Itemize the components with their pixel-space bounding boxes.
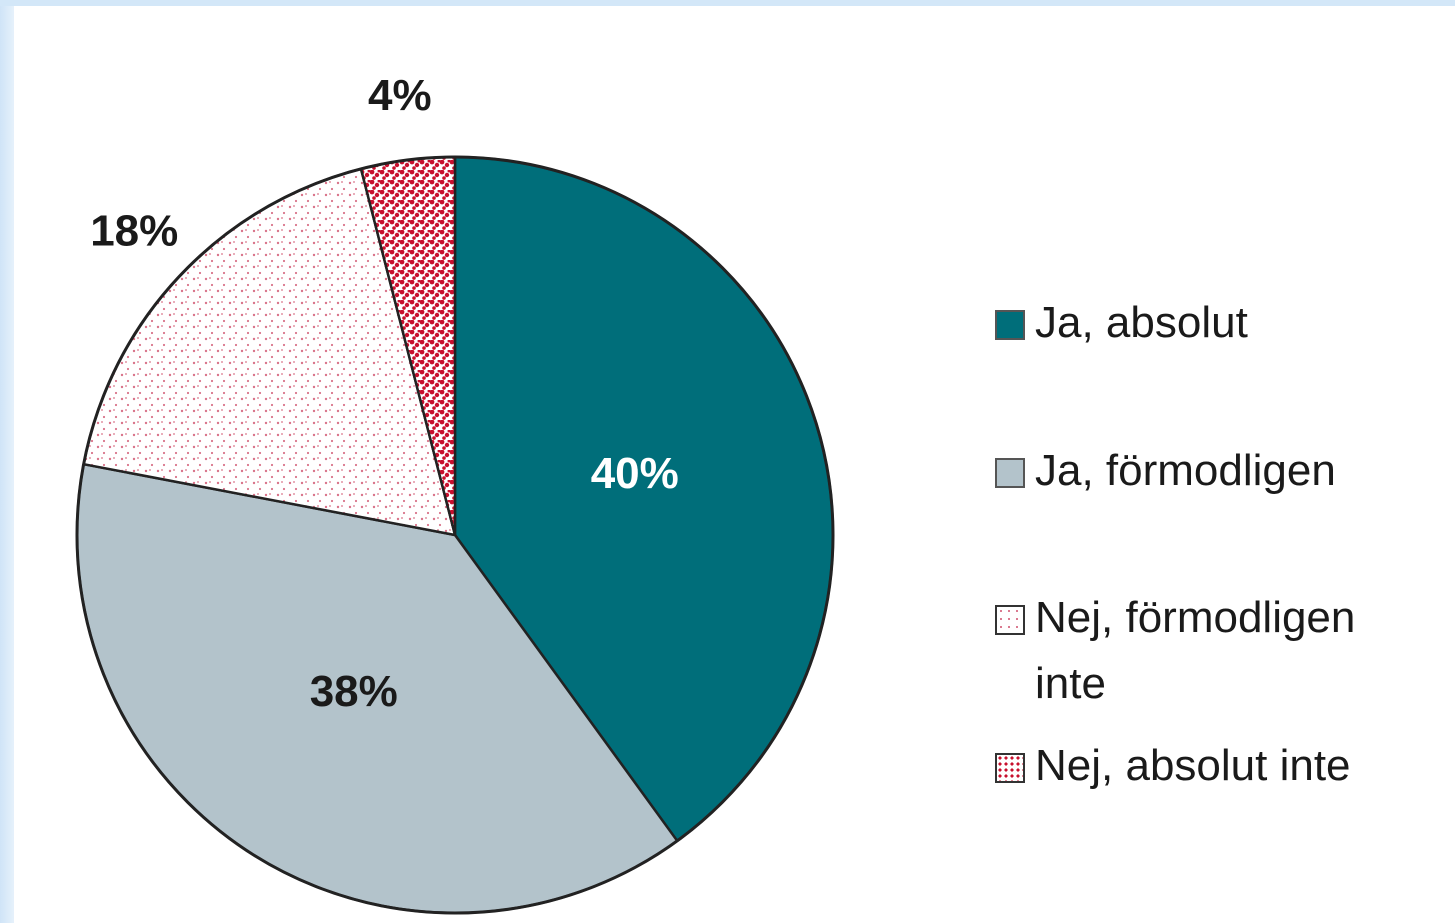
legend-label: Ja, absolut	[1035, 298, 1248, 347]
legend-item: Nej, absolut inte	[995, 733, 1395, 799]
legend-item: Ja, absolut	[995, 290, 1395, 356]
top-border	[0, 0, 1455, 6]
legend-label: Nej, förmodligen inte	[1035, 593, 1356, 708]
data-label: 4%	[368, 71, 432, 120]
legend-swatch	[995, 458, 1025, 488]
data-label: 18%	[90, 206, 178, 255]
legend-swatch	[995, 310, 1025, 340]
legend-label: Ja, förmodligen	[1035, 446, 1336, 495]
data-label: 38%	[310, 667, 398, 716]
legend-item: Ja, förmodligen	[995, 438, 1395, 504]
pie-outline	[75, 155, 835, 915]
legend-item: Nej, förmodligen inte	[995, 585, 1395, 717]
legend-swatch	[995, 753, 1025, 783]
legend-swatch	[995, 605, 1025, 635]
legend-label: Nej, absolut inte	[1035, 741, 1351, 790]
data-label: 40%	[591, 449, 679, 498]
